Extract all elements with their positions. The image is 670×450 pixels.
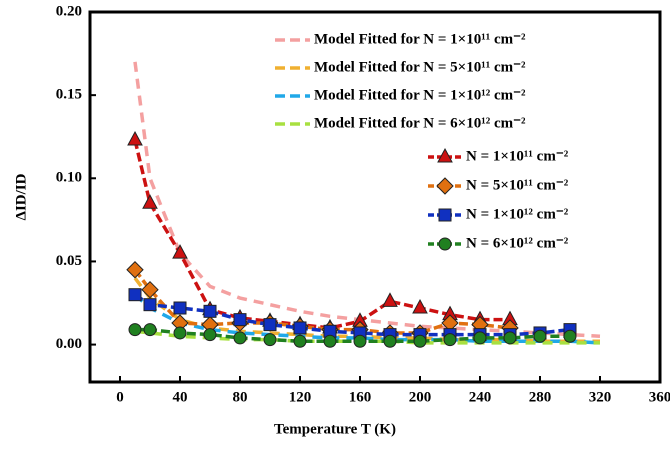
point <box>142 194 158 209</box>
point <box>473 331 487 345</box>
point <box>143 323 157 337</box>
point <box>126 261 144 279</box>
legend-label: N = 6×10¹² cm⁻² <box>466 235 569 251</box>
point <box>533 329 547 343</box>
data-line <box>135 327 570 344</box>
point <box>413 334 427 348</box>
point <box>203 328 217 342</box>
x-tick-label: 160 <box>349 389 372 405</box>
x-tick-label: 120 <box>289 389 312 405</box>
x-tick-label: 0 <box>116 389 124 405</box>
point <box>203 304 217 318</box>
point <box>382 292 398 307</box>
legend-label: Model Fitted for N = 1×10¹¹ cm⁻² <box>314 31 526 47</box>
point <box>383 334 397 348</box>
y-tick-label: 0.20 <box>56 3 82 19</box>
fit-line <box>133 293 601 345</box>
x-tick-label: 80 <box>233 389 248 405</box>
point <box>263 318 277 332</box>
x-tick-label: 200 <box>409 389 432 405</box>
point <box>233 313 247 327</box>
point <box>233 331 247 345</box>
point <box>263 333 277 347</box>
point <box>443 333 457 347</box>
plot-frame <box>88 10 662 384</box>
legend-label: N = 5×10¹¹ cm⁻² <box>466 177 569 193</box>
x-tick-label: 40 <box>173 389 188 405</box>
x-tick-label: 360 <box>649 389 670 405</box>
point <box>173 301 187 315</box>
y-tick-label: 0.15 <box>56 87 82 103</box>
point <box>128 323 142 337</box>
data-line <box>133 139 510 330</box>
point <box>563 329 577 343</box>
point <box>353 334 367 348</box>
legend-label: Model Fitted for N = 1×10¹² cm⁻² <box>314 87 526 103</box>
x-tick-label: 280 <box>529 389 552 405</box>
legend-label: N = 1×10¹² cm⁻² <box>466 206 569 222</box>
point <box>127 130 143 146</box>
point <box>173 326 187 340</box>
legend-label: Model Fitted for N = 5×10¹¹ cm⁻² <box>314 59 526 75</box>
y-tick-label: 0.00 <box>56 336 82 352</box>
point <box>172 244 188 259</box>
legend-marker <box>438 208 452 222</box>
legend-marker <box>438 237 452 251</box>
point <box>293 321 307 335</box>
point <box>323 334 337 348</box>
point <box>412 298 428 314</box>
x-axis-label: Temperature T (K) <box>274 421 396 437</box>
point <box>141 281 159 299</box>
legend-label: Model Fitted for N = 6×10¹² cm⁻² <box>314 115 526 131</box>
point <box>503 331 517 345</box>
x-tick-label: 240 <box>469 389 492 405</box>
point <box>143 298 157 312</box>
legend-marker <box>436 177 454 195</box>
point <box>128 288 142 302</box>
point <box>293 334 307 348</box>
legend-label: N = 1×10¹¹ cm⁻² <box>466 148 569 164</box>
data-line <box>134 293 571 337</box>
x-tick-label: 320 <box>589 389 612 405</box>
y-axis-label: ΔID/ID <box>13 173 29 220</box>
y-tick-label: 0.10 <box>56 170 82 186</box>
legend-marker <box>437 147 453 163</box>
y-tick-label: 0.05 <box>56 253 82 269</box>
